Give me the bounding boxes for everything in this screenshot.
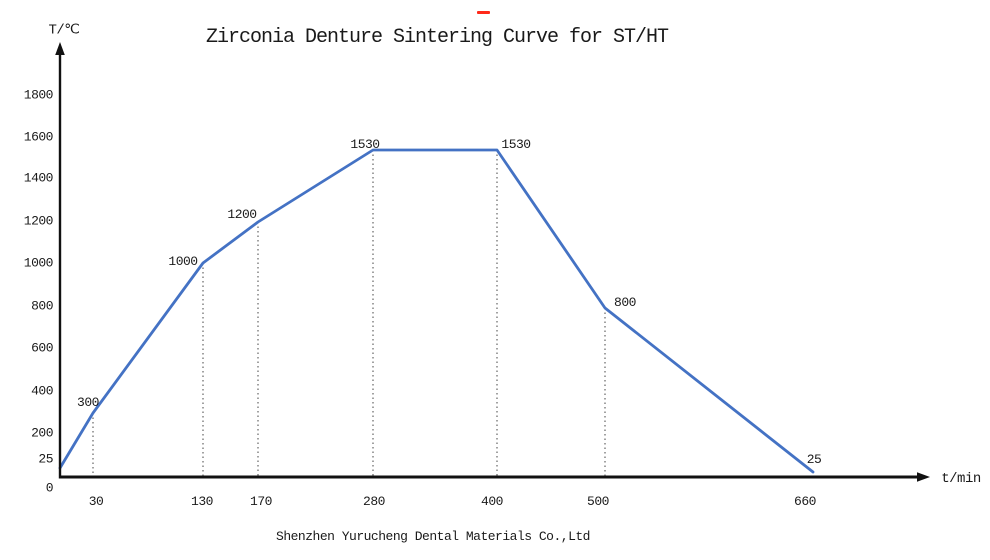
data-point-label: 1000 bbox=[168, 254, 198, 269]
y-axis-tick-label: 800 bbox=[31, 298, 53, 314]
y-axis-tick-label: 25 bbox=[38, 451, 53, 467]
x-axis-tick-label: 660 bbox=[794, 494, 816, 509]
data-point-label: 1200 bbox=[227, 207, 257, 222]
footer-company-name: Shenzhen Yurucheng Dental Materials Co.,… bbox=[276, 529, 590, 544]
data-point-label: 25 bbox=[806, 452, 822, 467]
x-axis-arrowhead bbox=[917, 472, 930, 482]
x-axis-tick-label: 500 bbox=[587, 494, 609, 509]
x-axis-tick-label: 130 bbox=[191, 494, 213, 509]
x-axis-tick-label: 280 bbox=[363, 494, 385, 509]
sintering-curve-line bbox=[58, 148, 815, 474]
y-axis-tick-label: 600 bbox=[31, 340, 53, 356]
y-axis-title: T/℃ bbox=[48, 22, 80, 39]
y-axis-tick-label: 1800 bbox=[23, 87, 54, 103]
y-axis-tick-label: 0 bbox=[45, 480, 54, 496]
y-axis-tick-label: 1200 bbox=[23, 213, 54, 229]
y-axis-tick-label: 1600 bbox=[23, 129, 54, 145]
y-axis-arrowhead bbox=[55, 42, 65, 55]
data-point-label: 800 bbox=[614, 295, 636, 310]
data-point-label: 1530 bbox=[501, 137, 531, 152]
data-point-label: 1530 bbox=[350, 137, 380, 152]
red-mark bbox=[477, 11, 490, 14]
y-axis-tick-label: 1400 bbox=[23, 170, 54, 186]
x-axis-title: t/min bbox=[941, 471, 981, 487]
x-axis-tick-label: 170 bbox=[250, 494, 272, 509]
x-axis-tick-label: 400 bbox=[481, 494, 503, 509]
y-axis-tick-label: 1000 bbox=[23, 255, 54, 271]
x-axis-tick-label: 30 bbox=[88, 494, 104, 509]
data-point-label: 300 bbox=[77, 395, 99, 410]
chart-title: Zirconia Denture Sintering Curve for ST/… bbox=[205, 26, 669, 49]
y-axis-tick-label: 200 bbox=[31, 425, 53, 441]
y-axis-tick-label: 400 bbox=[31, 383, 53, 399]
